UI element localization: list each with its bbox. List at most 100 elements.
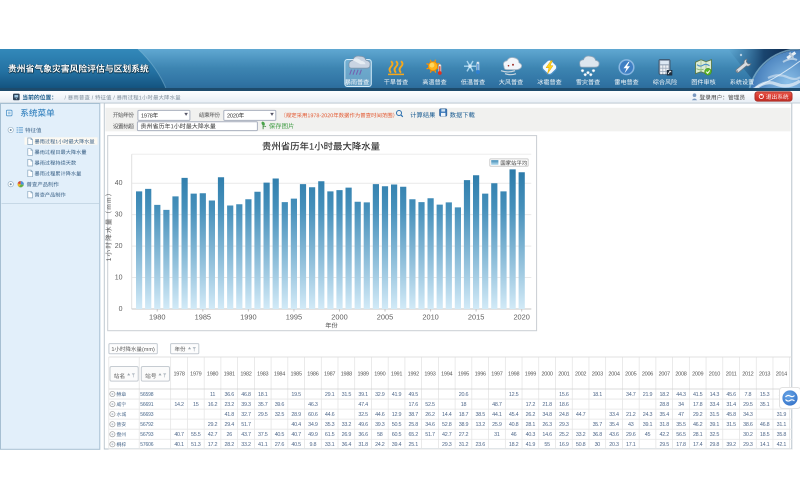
- svg-text:33.2: 33.2: [576, 432, 586, 438]
- svg-text:20.3: 20.3: [609, 442, 619, 448]
- svg-text:31.8: 31.8: [659, 422, 669, 428]
- svg-text:26.2: 26.2: [526, 412, 536, 418]
- svg-text:31.5: 31.5: [726, 422, 736, 428]
- svg-text:26.9: 26.9: [342, 432, 352, 438]
- svg-text:25.9: 25.9: [492, 422, 502, 428]
- svg-text:56.5: 56.5: [676, 432, 686, 438]
- svg-text:1983: 1983: [257, 371, 268, 377]
- svg-text:36.6: 36.6: [358, 432, 368, 438]
- svg-text:39.1: 39.1: [358, 392, 368, 398]
- svg-text:47: 47: [678, 412, 684, 418]
- svg-text:2013: 2013: [759, 371, 770, 377]
- svg-text:29.2: 29.2: [208, 422, 218, 428]
- svg-text:18.7: 18.7: [459, 412, 469, 418]
- svg-text:44.6: 44.6: [325, 412, 335, 418]
- svg-text:2010: 2010: [422, 312, 438, 321]
- svg-text:30.2: 30.2: [743, 432, 753, 438]
- svg-text:29.3: 29.3: [743, 442, 753, 448]
- svg-text:15.6: 15.6: [559, 392, 569, 398]
- svg-text:35.4: 35.4: [659, 412, 669, 418]
- svg-text:14.6: 14.6: [542, 432, 552, 438]
- svg-text:40.5: 40.5: [275, 432, 285, 438]
- svg-text:43: 43: [628, 422, 634, 428]
- svg-text:46.2: 46.2: [693, 422, 703, 428]
- svg-text:31.9: 31.9: [777, 412, 787, 418]
- svg-text:58: 58: [377, 432, 383, 438]
- svg-text:1990: 1990: [374, 371, 385, 377]
- svg-text:14.1: 14.1: [760, 442, 770, 448]
- svg-text:48.7: 48.7: [492, 402, 502, 408]
- svg-text:51.7: 51.7: [425, 432, 435, 438]
- svg-text:28.1: 28.1: [693, 432, 703, 438]
- svg-text:33.2: 33.2: [342, 422, 352, 428]
- svg-text:42.7: 42.7: [208, 432, 218, 438]
- svg-text:1992: 1992: [408, 371, 419, 377]
- svg-text:2020: 2020: [227, 113, 239, 119]
- svg-text:1986: 1986: [307, 371, 318, 377]
- svg-text:1987: 1987: [324, 371, 335, 377]
- svg-text:44.7: 44.7: [576, 412, 586, 418]
- svg-text:39.4: 39.4: [392, 442, 402, 448]
- svg-text:2000: 2000: [542, 371, 553, 377]
- svg-text:2010: 2010: [709, 371, 720, 377]
- svg-text:55: 55: [544, 442, 550, 448]
- svg-text:43.6: 43.6: [609, 432, 619, 438]
- svg-text:40.1: 40.1: [174, 442, 184, 448]
- svg-text:2009: 2009: [692, 371, 703, 377]
- svg-text:35.3: 35.3: [325, 422, 335, 428]
- svg-text:31.8: 31.8: [358, 442, 368, 448]
- svg-text:10: 10: [115, 274, 123, 281]
- svg-text:2014: 2014: [776, 371, 787, 377]
- svg-text:12.5: 12.5: [509, 392, 519, 398]
- svg-text:40.5: 40.5: [291, 442, 301, 448]
- svg-text:41.5: 41.5: [693, 392, 703, 398]
- svg-text:1999: 1999: [525, 371, 536, 377]
- svg-text:16.9: 16.9: [559, 442, 569, 448]
- svg-text:18.2: 18.2: [509, 442, 519, 448]
- svg-text:21.9: 21.9: [643, 392, 653, 398]
- svg-text:50.8: 50.8: [576, 442, 586, 448]
- svg-text:1979: 1979: [190, 371, 201, 377]
- svg-text:0: 0: [119, 306, 123, 313]
- svg-text:29.6: 29.6: [626, 432, 636, 438]
- svg-text:23.6: 23.6: [475, 442, 485, 448]
- svg-text:51.3: 51.3: [191, 442, 201, 448]
- svg-text:1990: 1990: [240, 312, 256, 321]
- svg-text:2004: 2004: [608, 371, 619, 377]
- svg-text:32.5: 32.5: [358, 412, 368, 418]
- svg-text:56693: 56693: [140, 412, 154, 418]
- svg-text:40.8: 40.8: [509, 422, 519, 428]
- svg-text:41.8: 41.8: [225, 412, 235, 418]
- svg-text:29.3: 29.3: [442, 442, 452, 448]
- svg-text:39.6: 39.6: [275, 402, 285, 408]
- svg-text:20: 20: [115, 243, 123, 250]
- svg-text:36.4: 36.4: [342, 442, 352, 448]
- svg-text:40.3: 40.3: [526, 432, 536, 438]
- svg-text:61.5: 61.5: [325, 432, 335, 438]
- svg-text:57606: 57606: [140, 442, 154, 448]
- svg-text:2006: 2006: [642, 371, 653, 377]
- svg-text:13.2: 13.2: [475, 422, 485, 428]
- svg-text:42.7: 42.7: [442, 432, 452, 438]
- svg-text:7.8: 7.8: [745, 392, 752, 398]
- svg-text:1991: 1991: [391, 371, 402, 377]
- svg-text:44.6: 44.6: [375, 412, 385, 418]
- svg-text:50.5: 50.5: [392, 422, 402, 428]
- svg-text:36.6: 36.6: [225, 392, 235, 398]
- svg-text:2007: 2007: [659, 371, 670, 377]
- svg-text:14.3: 14.3: [710, 392, 720, 398]
- svg-text:28.8: 28.8: [659, 402, 669, 408]
- svg-text:31.2: 31.2: [459, 442, 469, 448]
- svg-text:24.3: 24.3: [643, 412, 653, 418]
- svg-text:2015: 2015: [468, 312, 484, 321]
- svg-text:18.1: 18.1: [593, 392, 603, 398]
- svg-text:39.3: 39.3: [375, 422, 385, 428]
- svg-text:25.2: 25.2: [559, 432, 569, 438]
- svg-text:32.7: 32.7: [241, 412, 251, 418]
- svg-text:17.1: 17.1: [626, 442, 636, 448]
- svg-text:33.2: 33.2: [241, 442, 251, 448]
- svg-text:21.8: 21.8: [542, 402, 552, 408]
- svg-text:12.9: 12.9: [392, 412, 402, 418]
- svg-text:17.6: 17.6: [409, 402, 419, 408]
- svg-text:29.8: 29.8: [710, 442, 720, 448]
